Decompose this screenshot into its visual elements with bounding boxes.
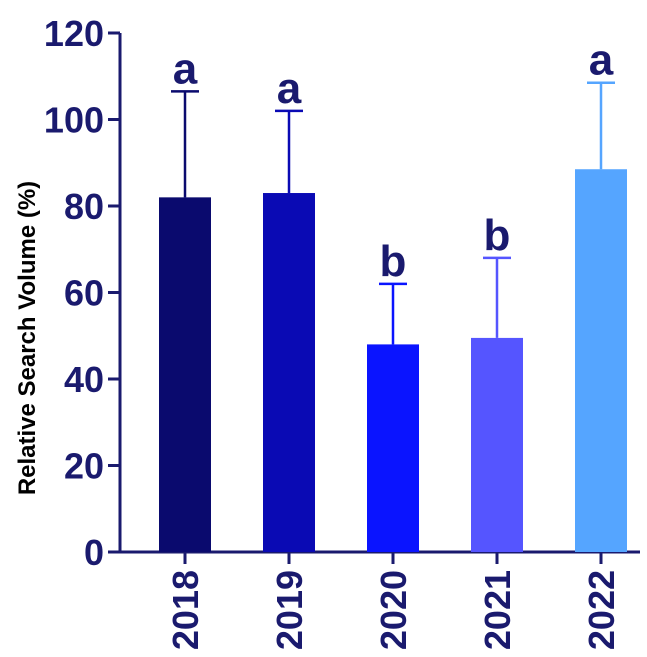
- bar: [471, 337, 523, 552]
- bar: [159, 197, 211, 552]
- y-tick-label: 100: [44, 100, 104, 141]
- bar: [263, 193, 315, 552]
- x-tick-label: 2018: [165, 570, 206, 650]
- y-axis-label: Relative Search Volume (%): [14, 181, 41, 495]
- y-tick-label: 40: [64, 359, 104, 400]
- y-tick-label: 0: [84, 532, 104, 573]
- x-tick-labels: 2018 2019 2020 2021 2022: [165, 570, 622, 650]
- y-tick-label: 20: [64, 446, 104, 487]
- y-tick-label: 80: [64, 186, 104, 227]
- x-tick-label: 2021: [477, 570, 518, 650]
- y-tick-labels: 0 20 40 60 80 100 120: [44, 13, 104, 573]
- bar: [575, 169, 627, 553]
- error-bars: [171, 81, 615, 345]
- significance-letter: b: [484, 211, 511, 260]
- significance-letter: a: [277, 64, 302, 113]
- y-tick-label: 60: [64, 273, 104, 314]
- bar: [367, 344, 419, 552]
- x-tick-label: 2019: [269, 570, 310, 650]
- bars: [159, 169, 627, 553]
- significance-letter: a: [173, 44, 198, 93]
- x-tick-label: 2022: [581, 570, 622, 650]
- y-tick-label: 120: [44, 13, 104, 54]
- significance-letters: a a b b a: [173, 36, 614, 286]
- significance-letter: b: [380, 237, 407, 286]
- significance-letter: a: [589, 36, 614, 85]
- x-tick-label: 2020: [373, 570, 414, 650]
